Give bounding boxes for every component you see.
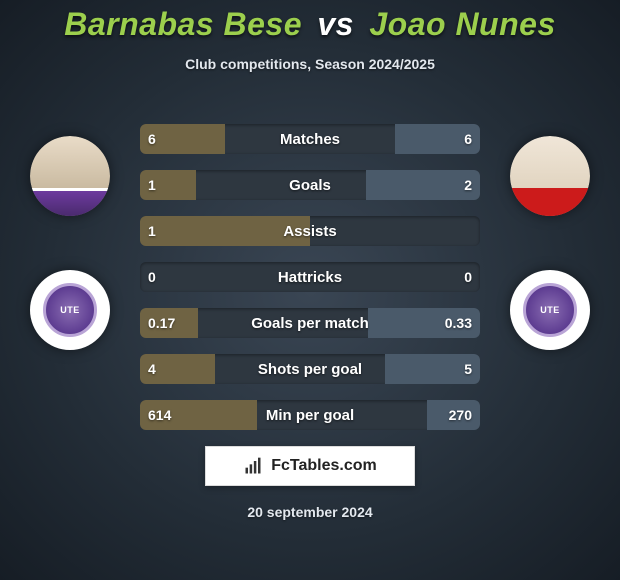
watermark: FcTables.com — [205, 446, 415, 486]
stat-value-right: 0.33 — [445, 308, 472, 338]
club-badge-inner: UTE — [43, 283, 97, 337]
stat-value-left: 4 — [148, 354, 156, 384]
stat-row: 00Hattricks — [140, 262, 480, 292]
stat-value-right: 6 — [464, 124, 472, 154]
player1-avatar — [30, 136, 110, 216]
stat-row: 66Matches — [140, 124, 480, 154]
subtitle: Club competitions, Season 2024/2025 — [0, 56, 620, 72]
stat-row: 45Shots per goal — [140, 354, 480, 384]
stat-row: 0.170.33Goals per match — [140, 308, 480, 338]
player2-jersey — [510, 188, 590, 216]
stat-value-right: 2 — [464, 170, 472, 200]
comparison-infographic: Barnabas Bese vs Joao Nunes Club competi… — [0, 0, 620, 580]
stat-value-left: 6 — [148, 124, 156, 154]
stat-value-right: 270 — [449, 400, 472, 430]
stat-bars: 66Matches12Goals1Assists00Hattricks0.170… — [140, 124, 480, 446]
player2-avatar — [510, 136, 590, 216]
stat-value-left: 1 — [148, 216, 156, 246]
stat-value-left: 614 — [148, 400, 171, 430]
stat-value-left: 0.17 — [148, 308, 175, 338]
date-text: 20 september 2024 — [0, 504, 620, 520]
page-title: Barnabas Bese vs Joao Nunes — [0, 6, 620, 43]
stat-value-right: 5 — [464, 354, 472, 384]
stat-fill-left — [140, 216, 310, 246]
player1-club-badge: UTE — [30, 270, 110, 350]
player2-name: Joao Nunes — [369, 6, 555, 42]
player1-jersey — [30, 188, 110, 216]
avatar-placeholder — [30, 136, 110, 216]
stat-row: 1Assists — [140, 216, 480, 246]
stat-value-right: 0 — [464, 262, 472, 292]
stat-value-left: 0 — [148, 262, 156, 292]
avatar-placeholder — [510, 136, 590, 216]
player2-club-badge: UTE — [510, 270, 590, 350]
player1-name: Barnabas Bese — [64, 6, 302, 42]
chart-icon — [243, 456, 263, 476]
title-vs: vs — [317, 6, 354, 42]
stat-row: 614270Min per goal — [140, 400, 480, 430]
stat-row: 12Goals — [140, 170, 480, 200]
stat-value-left: 1 — [148, 170, 156, 200]
watermark-text: FcTables.com — [271, 457, 377, 475]
club-badge-inner: UTE — [523, 283, 577, 337]
stat-track — [140, 262, 480, 292]
stat-fill-right — [366, 170, 480, 200]
